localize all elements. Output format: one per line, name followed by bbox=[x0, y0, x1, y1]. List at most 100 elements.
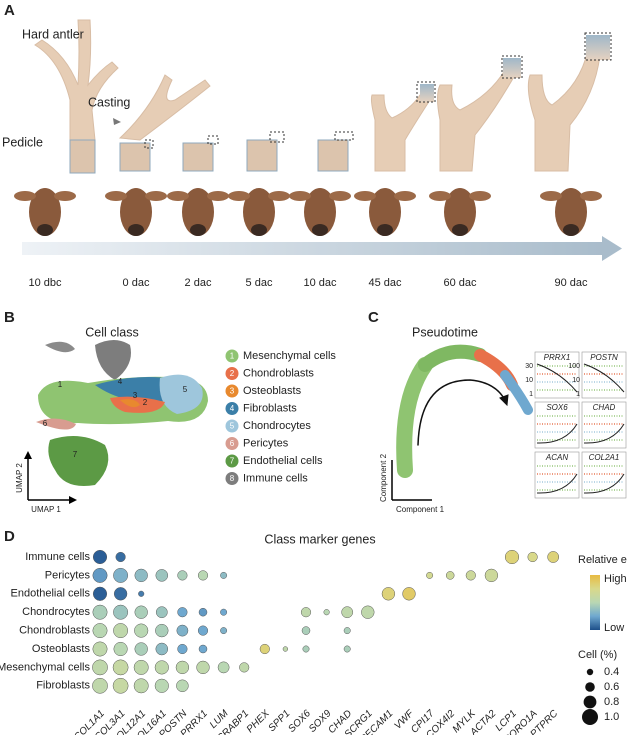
gene-label: PHEX bbox=[245, 708, 272, 735]
deer-ear bbox=[289, 191, 311, 201]
row-label: Immune cells bbox=[25, 551, 90, 563]
dot bbox=[176, 679, 189, 693]
dot bbox=[154, 678, 169, 693]
legend: 1 Mesenchymal cells 2 Chondroblasts 3 Osteobl… bbox=[225, 349, 336, 485]
size-key bbox=[583, 695, 597, 709]
legend-label: Fibroblasts bbox=[243, 402, 297, 414]
inset-gene: COL2A1 bbox=[589, 453, 620, 462]
legend-label: Low bbox=[604, 622, 624, 634]
dot bbox=[113, 641, 128, 657]
time-labels: 10 dbc 0 dac 2 dac 5 dac 10 dac 45 dac 60 dac 9… bbox=[28, 277, 588, 289]
dot bbox=[112, 659, 129, 676]
deer-ear bbox=[354, 191, 376, 201]
dot bbox=[343, 645, 351, 653]
inset-curve bbox=[536, 473, 578, 494]
deer-muzzle bbox=[563, 224, 579, 236]
dot bbox=[92, 567, 108, 583]
dot bbox=[155, 569, 169, 582]
dot bbox=[92, 623, 108, 639]
dot bbox=[402, 587, 416, 601]
axis-label: UMAP 2 bbox=[15, 463, 24, 493]
dot bbox=[527, 551, 538, 563]
size-key bbox=[586, 668, 594, 676]
inset-tick-label: 1 bbox=[529, 391, 533, 398]
deer-head bbox=[243, 188, 275, 236]
dot bbox=[138, 590, 145, 597]
inset-gene: ACAN bbox=[545, 453, 568, 462]
inset-curve bbox=[583, 473, 625, 494]
panel-title: Class marker genes bbox=[264, 532, 375, 546]
legend-swatch bbox=[225, 472, 239, 485]
dot bbox=[323, 609, 330, 616]
inset-tick-label: 10 bbox=[525, 377, 533, 384]
deer-muzzle bbox=[190, 224, 206, 236]
inset-gene: PRRX1 bbox=[544, 353, 571, 362]
legend-number: 8 bbox=[230, 474, 235, 483]
legend-number: 3 bbox=[230, 387, 235, 396]
dot bbox=[134, 623, 149, 638]
dot bbox=[426, 571, 434, 579]
dot-plot: COL1A1COL3A1COL12A1COL16A1POSTNPRRX1LUMC… bbox=[0, 549, 561, 735]
dot bbox=[196, 660, 210, 675]
pseudotime-trajectory bbox=[396, 344, 533, 478]
time-label: 45 dac bbox=[368, 277, 402, 289]
deer-head bbox=[444, 188, 476, 236]
size-key-label: 1.0 bbox=[604, 711, 619, 723]
inset-curve bbox=[536, 423, 578, 444]
size-key bbox=[582, 709, 598, 725]
antler-drawings bbox=[34, 19, 610, 174]
dot bbox=[154, 660, 169, 675]
legend-number: 6 bbox=[230, 439, 235, 448]
dot bbox=[113, 587, 128, 601]
legend-label: Endothelial cells bbox=[243, 455, 323, 467]
inset-gene: SOX6 bbox=[546, 403, 568, 412]
dot bbox=[220, 627, 228, 635]
dot bbox=[134, 605, 148, 619]
inset-tick-label: 1 bbox=[576, 391, 580, 398]
legend-label: Immune cells bbox=[243, 472, 308, 484]
cluster-number: 5 bbox=[183, 385, 188, 394]
dot bbox=[175, 660, 190, 675]
dot bbox=[134, 642, 148, 656]
dot bbox=[302, 645, 310, 653]
deer-muzzle bbox=[251, 224, 267, 236]
cluster-number: 1 bbox=[58, 380, 63, 389]
dot bbox=[177, 570, 188, 581]
dot bbox=[465, 570, 476, 581]
dot bbox=[504, 549, 520, 565]
dot bbox=[177, 607, 188, 618]
time-label: 10 dac bbox=[303, 277, 337, 289]
dot bbox=[133, 678, 149, 694]
dot bbox=[92, 604, 108, 620]
inset-tick-label: 100 bbox=[568, 363, 580, 370]
deer-ear bbox=[580, 191, 602, 201]
deer-head bbox=[120, 188, 152, 236]
dot bbox=[301, 626, 311, 635]
deer-ear bbox=[14, 191, 36, 201]
inset-gene: CHAD bbox=[593, 403, 616, 412]
deer-ear bbox=[54, 191, 76, 201]
legend-label: Mesenchymal cells bbox=[243, 350, 336, 362]
legend-label: Pericytes bbox=[243, 437, 289, 449]
size-legend: 0.4 0.6 0.8 1.0 bbox=[582, 666, 619, 725]
umap bbox=[36, 340, 208, 486]
dot bbox=[343, 627, 351, 635]
legend-number: 4 bbox=[230, 404, 235, 413]
panel-label: B bbox=[4, 309, 15, 326]
panel-title: Cell class bbox=[85, 325, 139, 339]
row-label: Osteoblasts bbox=[32, 643, 91, 655]
legend-title: Relative expression bbox=[578, 554, 627, 566]
deer-ear bbox=[268, 191, 290, 201]
deer-head bbox=[182, 188, 214, 236]
dot bbox=[113, 567, 129, 583]
cluster-number: 4 bbox=[118, 377, 123, 386]
cluster-number: 2 bbox=[143, 398, 148, 407]
gene-label: SOX6 bbox=[286, 708, 313, 735]
deer-muzzle bbox=[128, 224, 144, 236]
umap-arrowheads bbox=[24, 451, 77, 504]
row-label: Fibroblasts bbox=[36, 680, 90, 692]
time-label: 5 dac bbox=[246, 277, 273, 289]
dot bbox=[381, 587, 396, 601]
size-key-label: 0.4 bbox=[604, 666, 619, 678]
legend-title: Cell (%) bbox=[578, 649, 617, 661]
